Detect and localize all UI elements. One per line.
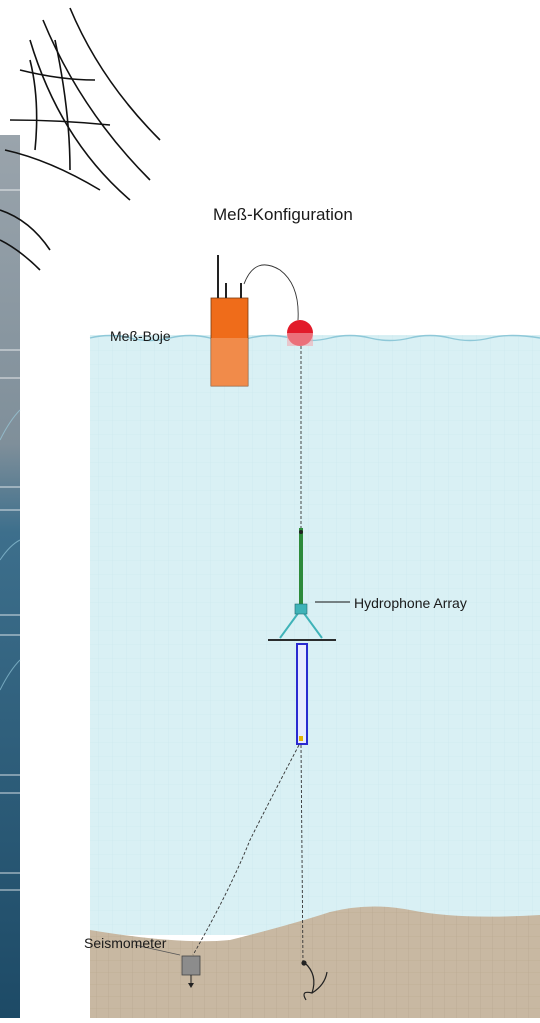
measurement-buoy [210, 297, 249, 387]
seismometer-label: Seismometer [84, 935, 167, 951]
hydrophone-array [268, 528, 336, 745]
seismometer-leader [134, 944, 181, 956]
seabed [90, 906, 540, 1018]
radio-wave-icon [0, 7, 161, 271]
hydrophone-array-label: Hydrophone Array [354, 595, 467, 611]
anchor-line [300, 744, 304, 966]
seismometer-cable [192, 744, 300, 956]
buoy-label: Meß-Boje [110, 328, 171, 344]
diagram-title: Meß-Konfiguration [213, 205, 353, 224]
water-body [89, 334, 540, 935]
buoy-float-cable [243, 264, 299, 321]
seismometer [181, 955, 201, 988]
surface-float [287, 320, 313, 346]
anchor-icon [301, 960, 328, 1001]
side-panel-decoration [0, 135, 21, 1018]
antenna-icon [217, 255, 242, 298]
